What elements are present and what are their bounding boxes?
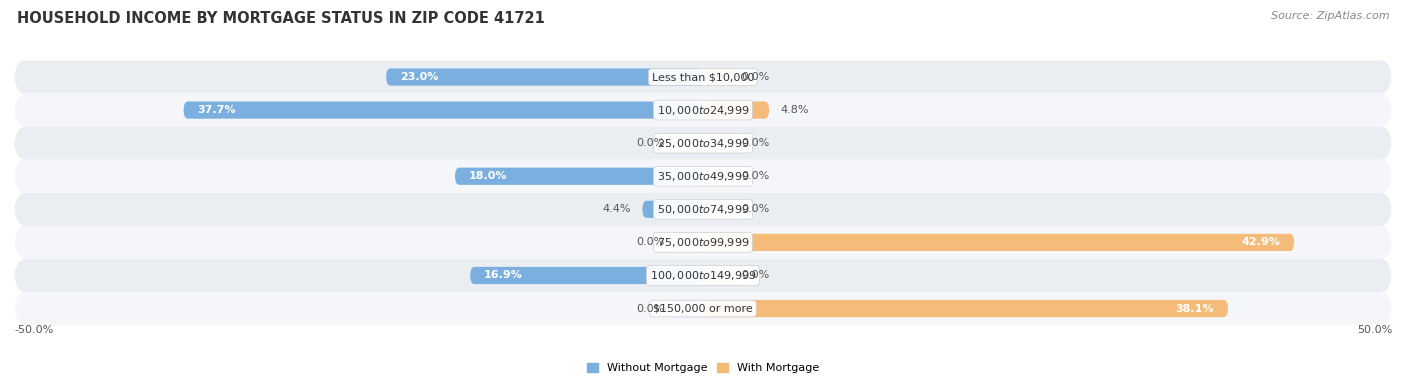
FancyBboxPatch shape [387,68,703,86]
Text: HOUSEHOLD INCOME BY MORTGAGE STATUS IN ZIP CODE 41721: HOUSEHOLD INCOME BY MORTGAGE STATUS IN Z… [17,11,544,26]
Text: 0.0%: 0.0% [741,138,770,148]
Text: 0.0%: 0.0% [741,204,770,214]
Text: $50,000 to $74,999: $50,000 to $74,999 [657,203,749,216]
FancyBboxPatch shape [470,267,703,284]
Text: 38.1%: 38.1% [1175,304,1215,313]
FancyBboxPatch shape [703,102,769,119]
Text: 0.0%: 0.0% [741,271,770,280]
FancyBboxPatch shape [14,127,1392,160]
FancyBboxPatch shape [14,60,1392,94]
FancyBboxPatch shape [703,300,1227,317]
Text: $100,000 to $149,999: $100,000 to $149,999 [650,269,756,282]
Text: 0.0%: 0.0% [636,304,665,313]
Text: $10,000 to $24,999: $10,000 to $24,999 [657,104,749,116]
Text: 4.8%: 4.8% [780,105,808,115]
Text: $35,000 to $49,999: $35,000 to $49,999 [657,170,749,183]
Text: Less than $10,000: Less than $10,000 [652,72,754,82]
FancyBboxPatch shape [14,193,1392,226]
FancyBboxPatch shape [14,259,1392,292]
Text: $25,000 to $34,999: $25,000 to $34,999 [657,137,749,150]
Text: -50.0%: -50.0% [14,325,53,335]
Text: 0.0%: 0.0% [636,138,665,148]
FancyBboxPatch shape [669,300,703,317]
Text: 16.9%: 16.9% [484,271,523,280]
Text: $150,000 or more: $150,000 or more [654,304,752,313]
Text: 0.0%: 0.0% [636,237,665,247]
Text: 42.9%: 42.9% [1241,237,1281,247]
Text: 50.0%: 50.0% [1357,325,1392,335]
FancyBboxPatch shape [703,201,738,218]
Text: 4.4%: 4.4% [603,204,631,214]
FancyBboxPatch shape [703,168,738,185]
FancyBboxPatch shape [14,94,1392,127]
FancyBboxPatch shape [669,135,703,152]
FancyBboxPatch shape [14,226,1392,259]
Text: 23.0%: 23.0% [399,72,439,82]
Text: $75,000 to $99,999: $75,000 to $99,999 [657,236,749,249]
FancyBboxPatch shape [184,102,703,119]
Text: 37.7%: 37.7% [197,105,236,115]
Text: 0.0%: 0.0% [741,171,770,181]
FancyBboxPatch shape [14,160,1392,193]
FancyBboxPatch shape [14,292,1392,325]
FancyBboxPatch shape [703,234,1294,251]
Text: 18.0%: 18.0% [468,171,508,181]
Text: Source: ZipAtlas.com: Source: ZipAtlas.com [1271,11,1389,21]
FancyBboxPatch shape [643,201,703,218]
Text: 0.0%: 0.0% [741,72,770,82]
FancyBboxPatch shape [703,68,738,86]
FancyBboxPatch shape [456,168,703,185]
FancyBboxPatch shape [669,234,703,251]
FancyBboxPatch shape [703,267,738,284]
FancyBboxPatch shape [703,135,738,152]
Legend: Without Mortgage, With Mortgage: Without Mortgage, With Mortgage [582,358,824,378]
